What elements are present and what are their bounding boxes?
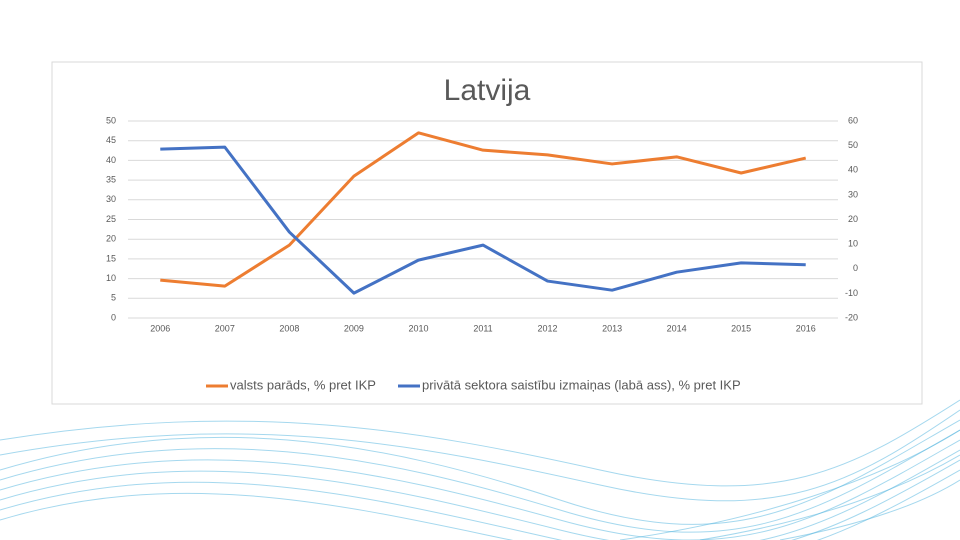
wave-decoration: [0, 399, 960, 540]
y-tick-label: 35: [106, 174, 116, 184]
series-line: [160, 145, 806, 295]
y2-tick-label: 60: [848, 115, 858, 125]
y2-tick-label: 50: [848, 140, 858, 150]
x-tick-label: 2014: [667, 323, 687, 333]
x-tick-label: 2013: [602, 323, 622, 333]
y-tick-label: 15: [106, 253, 116, 263]
x-tick-label: 2015: [731, 323, 751, 333]
x-tick-label: 2012: [538, 323, 558, 333]
y2-tick-label: 10: [848, 239, 858, 249]
y-tick-label: 30: [106, 194, 116, 204]
y2-tick-label: -20: [845, 312, 858, 322]
x-tick-label: 2009: [344, 323, 364, 333]
x-tick-label: 2007: [215, 323, 235, 333]
legend-label: privātā sektora saistību izmaiņas (labā …: [422, 377, 741, 392]
y2-tick-label: 20: [848, 214, 858, 224]
x-tick-label: 2011: [473, 323, 492, 333]
y-tick-label: 45: [106, 135, 116, 145]
x-tick-label: 2006: [150, 323, 170, 333]
x-tick-label: 2010: [408, 323, 428, 333]
y2-tick-label: 40: [848, 165, 858, 175]
y2-tick-label: -10: [845, 288, 858, 298]
chart-frame: [51, 61, 923, 405]
series-line: [160, 131, 807, 288]
x-tick-label: 2008: [279, 323, 299, 333]
y-tick-label: 25: [106, 214, 116, 224]
y-tick-label: 20: [106, 234, 116, 244]
legend-label: valsts parāds, % pret IKP: [230, 377, 376, 392]
y-tick-label: 10: [106, 273, 116, 283]
y-tick-label: 5: [111, 293, 116, 303]
y-tick-label: 0: [111, 312, 116, 322]
y-tick-label: 50: [106, 115, 116, 125]
x-tick-label: 2016: [796, 323, 816, 333]
chart-title: Latvija: [444, 74, 531, 107]
y2-tick-label: 30: [848, 189, 858, 199]
y-tick-label: 40: [106, 155, 116, 165]
y2-tick-label: 0: [853, 263, 858, 273]
